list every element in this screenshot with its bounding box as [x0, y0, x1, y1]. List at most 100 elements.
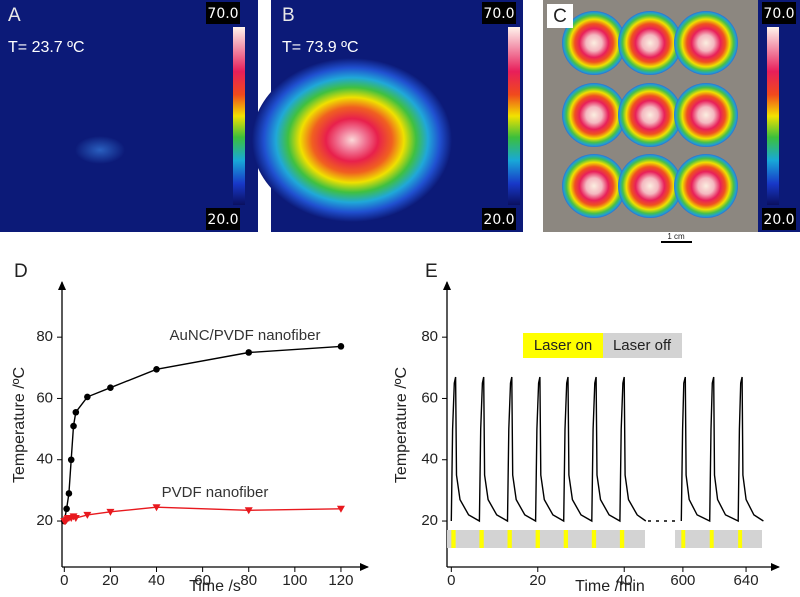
- laser-on-interval: [563, 530, 569, 548]
- x-tick-label: 20: [102, 572, 119, 589]
- y-tick-label: 20: [36, 512, 53, 529]
- x-tick-label: 600: [670, 572, 695, 589]
- panel-a: 70.0 20.0 A T= 23.7 ºC: [0, 0, 258, 232]
- panel-b: 70.0 20.0 B T= 73.9 ºC: [252, 0, 523, 232]
- colorbar-min: 20.0: [483, 212, 514, 228]
- y-axis-title: Temperature /ºC: [11, 367, 28, 483]
- spot: [562, 11, 626, 75]
- spot: [562, 83, 626, 147]
- colorbar-max: 70.0: [207, 6, 238, 22]
- spot: [674, 83, 738, 147]
- x-tick-label: 100: [282, 572, 307, 589]
- y-tick-label: 60: [36, 389, 53, 406]
- marker: [107, 384, 114, 392]
- y-tick-label: 60: [421, 389, 438, 406]
- hot-spot: [252, 58, 452, 222]
- panel-label: A: [8, 5, 21, 26]
- y-axis-title: Temperature /ºC: [393, 367, 410, 483]
- laser-off-strip: [447, 530, 645, 548]
- series-line: [450, 376, 647, 523]
- legend-swatch: [523, 333, 603, 358]
- temperature-label: T= 23.7 ºC: [8, 39, 85, 56]
- x-tick-label: 0: [60, 572, 68, 589]
- hot-spot: [75, 136, 125, 164]
- x-tick-label: 40: [616, 572, 633, 589]
- marker: [70, 422, 77, 430]
- colorbar-label-box: [206, 2, 240, 24]
- laser-on-interval: [535, 530, 540, 548]
- series-line: [680, 376, 764, 523]
- x-tick-label: 60: [194, 572, 211, 589]
- legend-label: Laser off: [613, 337, 672, 354]
- y-tick-label: 40: [421, 451, 438, 468]
- x-tick-label: 40: [148, 572, 165, 589]
- panel-c: 70.0 20.0 C 1 cm: [543, 0, 800, 243]
- x-tick-label: 20: [529, 572, 546, 589]
- laser-on-interval: [738, 530, 743, 548]
- colorbar: [233, 27, 245, 205]
- x-tick-label: 640: [734, 572, 759, 589]
- marker: [153, 366, 160, 373]
- marker: [245, 349, 253, 356]
- panel-label: B: [282, 5, 295, 26]
- scale-bar-label: 1 cm: [667, 232, 685, 241]
- colorbar-min: 20.0: [207, 212, 238, 228]
- panel-label: E: [425, 261, 438, 282]
- series-label: AuNC/PVDF nanofiber: [170, 327, 321, 344]
- marker: [63, 505, 70, 513]
- marker: [244, 507, 253, 515]
- spot: [674, 11, 738, 75]
- marker: [152, 504, 161, 512]
- colorbar-label-box: [482, 2, 516, 24]
- y-tick-label: 80: [421, 328, 438, 345]
- temperature-label: T= 73.9 ºC: [282, 39, 359, 56]
- y-tick-label: 20: [421, 512, 438, 529]
- colorbar-max: 70.0: [483, 6, 514, 22]
- marker: [336, 505, 345, 513]
- panel-label-box: [547, 4, 573, 28]
- colorbar-max: 70.0: [763, 6, 794, 22]
- spot: [562, 154, 626, 218]
- series-line: [64, 506, 341, 522]
- colorbar-label-box: [206, 208, 240, 230]
- laser-off-strip: [675, 530, 762, 548]
- x-axis-title: Time /s: [189, 578, 241, 595]
- x-tick-label: 80: [240, 572, 257, 589]
- marker: [83, 511, 92, 519]
- spot: [618, 11, 682, 75]
- laser-on-interval: [507, 530, 512, 548]
- spot: [618, 154, 682, 218]
- panel-label: C: [553, 6, 567, 27]
- legend-label: Laser on: [534, 337, 592, 354]
- laser-on-interval: [451, 530, 456, 548]
- colorbar: [508, 27, 520, 205]
- colorbar: [767, 27, 779, 205]
- y-tick-label: 80: [36, 328, 53, 345]
- colorbar-min: 20.0: [763, 212, 794, 228]
- laser-on-interval: [479, 530, 484, 548]
- laser-on-interval: [709, 530, 714, 548]
- x-tick-label: 0: [447, 572, 455, 589]
- panel-label: D: [14, 261, 28, 282]
- spot-grid: [562, 11, 738, 218]
- laser-on-interval: [681, 530, 686, 548]
- laser-on-interval: [591, 530, 597, 548]
- legend-swatch: [603, 333, 682, 358]
- colorbar-label-box: [482, 208, 516, 230]
- marker: [106, 508, 115, 516]
- marker: [67, 456, 75, 464]
- y-tick-label: 40: [36, 451, 53, 468]
- colorbar-label-box: [762, 208, 796, 230]
- spot: [618, 83, 682, 147]
- marker: [72, 408, 80, 416]
- thermal-image: [0, 0, 258, 232]
- x-tick-label: 120: [328, 572, 353, 589]
- laser-on-interval: [619, 530, 625, 548]
- series-label: PVDF nanofiber: [162, 484, 269, 501]
- marker: [337, 343, 345, 350]
- marker: [84, 393, 91, 401]
- marker: [71, 514, 80, 522]
- x-axis-title: Time /min: [575, 578, 645, 595]
